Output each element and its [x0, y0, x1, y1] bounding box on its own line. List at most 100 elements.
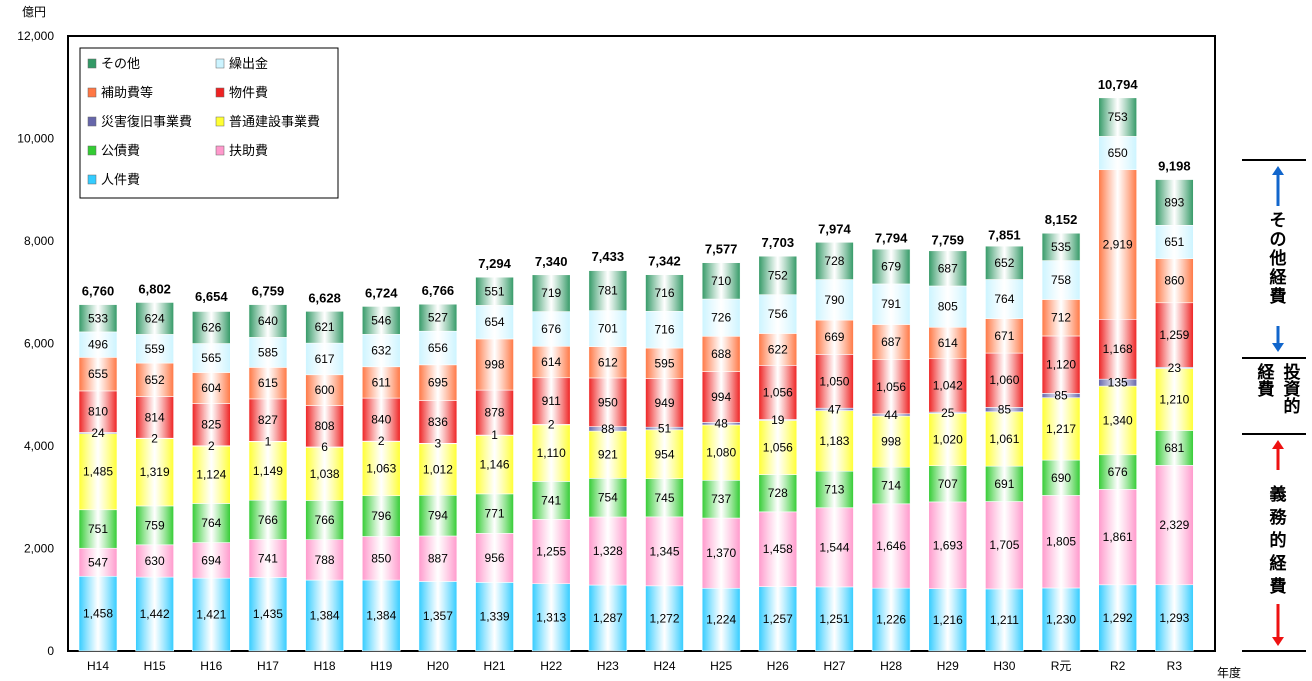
segment-value-label: 827 [258, 413, 278, 427]
segment-value-label: 533 [88, 311, 108, 325]
segment-value-label: 681 [1164, 441, 1184, 455]
x-tick-label: H19 [370, 659, 392, 673]
bar-segment [588, 346, 628, 379]
segment-value-label: 1,060 [989, 373, 1019, 387]
legend-label: 扶助費 [229, 143, 268, 158]
segment-value-label: 791 [881, 297, 901, 311]
bar-segment [305, 500, 344, 540]
bar-segment [588, 430, 628, 479]
segment-value-label: 1,340 [1103, 413, 1133, 427]
total-value-label: 7,794 [875, 231, 908, 246]
bar-segment [928, 285, 968, 328]
segment-value-label: 48 [714, 417, 728, 431]
segment-value-label: 737 [711, 492, 731, 506]
x-tick-label: H25 [710, 659, 732, 673]
segment-value-label: 712 [1051, 311, 1071, 325]
x-tick-label: H22 [540, 659, 562, 673]
segment-value-label: 1,339 [480, 610, 510, 624]
segment-value-label: 766 [258, 513, 278, 527]
group-label-other-expenses: の [1270, 230, 1287, 249]
segment-value-label: 656 [428, 341, 448, 355]
segment-value-label: 911 [542, 394, 561, 408]
bar-segment [1155, 302, 1194, 368]
x-tick-label: H30 [993, 659, 1015, 673]
segment-value-label: 611 [372, 375, 391, 389]
segment-value-label: 1,251 [819, 612, 849, 626]
segment-value-label: 1,210 [1159, 392, 1189, 406]
bar-segment [645, 429, 684, 479]
group-label-other-expenses: 経 [1270, 267, 1288, 287]
labels-layer: 1,458 547 751 1,485 24 810 655 496 533 6,760 1,442… [82, 77, 1191, 627]
bar-segment [645, 311, 684, 349]
x-tick-label: H18 [314, 659, 336, 673]
bar-segment [871, 324, 911, 360]
segment-value-label: 615 [258, 376, 278, 390]
segment-value-label: 716 [654, 286, 674, 300]
segment-value-label: 710 [711, 274, 731, 288]
segment-value-label: 651 [1164, 235, 1184, 249]
segment-value-label: 622 [768, 342, 788, 356]
bar-segment [418, 581, 458, 652]
segment-value-label: 671 [994, 329, 1014, 343]
bar-segment [135, 396, 174, 439]
legend-box [79, 47, 339, 199]
segment-value-label: 614 [541, 355, 561, 369]
segment-value-label: 701 [598, 322, 618, 336]
total-value-label: 6,802 [138, 281, 171, 296]
segment-value-label: 1,705 [989, 538, 1019, 552]
total-value-label: 9,198 [1158, 159, 1191, 174]
bar-segment [871, 359, 911, 415]
bar-segment [701, 424, 741, 481]
bar-segment [475, 305, 514, 340]
bar-segment [418, 400, 458, 444]
down-arrow-icon-head [1272, 637, 1284, 646]
segment-value-label: 44 [884, 408, 898, 422]
segment-value-label: 676 [541, 322, 561, 336]
segment-value-label: 1,056 [763, 440, 793, 454]
legend-label: 繰出金 [229, 56, 268, 71]
bar-segment [928, 326, 968, 360]
segment-value-label: 1,287 [593, 611, 623, 625]
bar-segment [531, 481, 571, 520]
bar-segment [701, 262, 741, 300]
y-unit-label: 億円 [22, 5, 46, 19]
bar-segment [758, 474, 798, 513]
bar-segment [1098, 489, 1137, 586]
segment-value-label: 893 [1164, 195, 1184, 209]
segment-value-label: 135 [1108, 376, 1128, 390]
segment-value-label: 1,146 [480, 458, 510, 472]
segment-value-label: 630 [145, 554, 165, 568]
bar-segment [928, 250, 968, 287]
segment-value-label: 687 [938, 261, 958, 275]
legend-label: 人件費 [101, 172, 140, 187]
bar-segment [1155, 179, 1194, 226]
segment-value-label: 728 [768, 486, 788, 500]
segment-value-label: 1,149 [253, 464, 283, 478]
bar-segment [645, 585, 684, 652]
bar-segment [135, 302, 174, 335]
bar-segment [758, 294, 798, 334]
plot-frame [67, 35, 1216, 652]
bar-segment [192, 403, 231, 447]
total-value-label: 6,766 [422, 283, 455, 298]
bar-segment [588, 270, 628, 311]
y-tick-label: 6,000 [24, 337, 54, 351]
segment-value-label: 956 [485, 551, 505, 565]
segment-value-label: 1,292 [1103, 611, 1133, 625]
segment-value-label: 808 [315, 419, 335, 433]
segment-value-label: 756 [768, 307, 788, 321]
up-arrow-icon-head [1272, 440, 1284, 449]
segment-value-label: 679 [881, 260, 901, 274]
bar-segment [305, 539, 344, 581]
segment-value-label: 676 [1108, 465, 1128, 479]
bar-segment [701, 371, 741, 423]
segment-value-label: 2,919 [1103, 238, 1133, 252]
segment-value-label: 810 [88, 405, 108, 419]
segment-value-label: 1,861 [1103, 530, 1133, 544]
total-value-label: 7,703 [762, 235, 795, 250]
bar-segment [135, 334, 174, 364]
y-tick-label: 8,000 [24, 234, 54, 248]
bar-segment [531, 424, 571, 482]
bar-segment [985, 318, 1024, 354]
legend-label: 公債費 [101, 143, 140, 158]
